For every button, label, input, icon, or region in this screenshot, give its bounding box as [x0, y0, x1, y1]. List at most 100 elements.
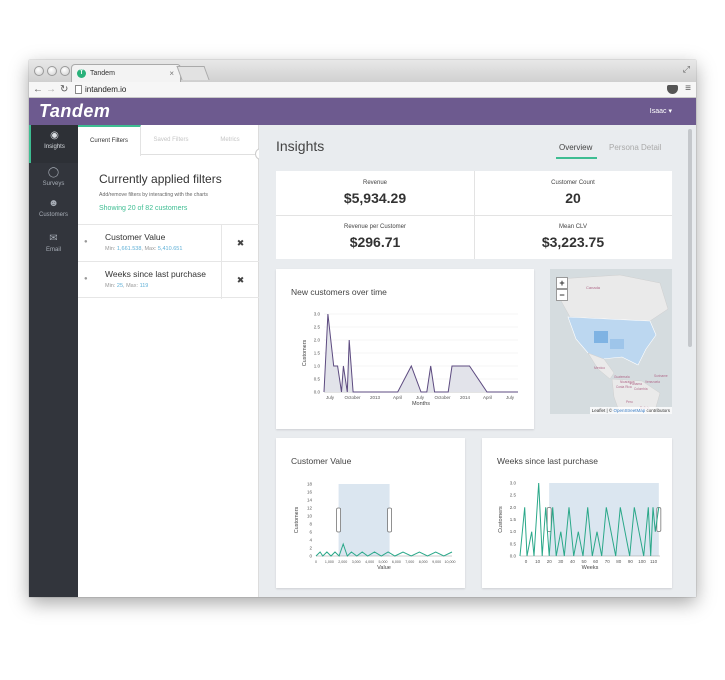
x-tick-label: 5,000 [379, 560, 388, 564]
tab-persona-detail[interactable]: Persona Detail [609, 143, 662, 152]
x-tick-label: 7,000 [405, 560, 414, 564]
y-tick-label: 2.5 [314, 325, 321, 330]
nav-item-label: Insights [44, 144, 65, 150]
pocket-icon[interactable] [667, 85, 678, 94]
kpi-panel: Revenue $5,934.29 Customer Count 20 Reve… [276, 171, 672, 259]
tab-saved-filters[interactable]: Saved Filters [153, 137, 189, 143]
browser-tab[interactable]: T Tandem × [71, 64, 181, 82]
x-tick-label: October [344, 395, 361, 400]
filter-range: Min: 1,661.538, Max: 5,410.651 [105, 246, 182, 252]
customer-map[interactable]: Canada Mexico Venezuela Colombia Peru Bo… [550, 269, 672, 414]
kpi-label: Revenue [362, 180, 388, 186]
kpi-value: $296.71 [349, 234, 401, 250]
y-tick-label: 2.0 [510, 505, 517, 510]
chart-title: New customers over time [291, 287, 387, 297]
browser-tab-title: Tandem [90, 70, 115, 77]
map-attribution: Leaflet | © OpenStreetMap contributors [589, 407, 672, 414]
customer-value-chart[interactable]: 0 2 4 6 8 10 12 14 16 18 0 1,000 2,000 3,000 4,000 5,00… [276, 438, 465, 588]
forward-arrow-icon[interactable]: → [46, 84, 56, 95]
kpi-label: Customer Count [551, 180, 595, 186]
nav-item-customers[interactable]: ☻ Customers [29, 193, 78, 231]
eye-icon[interactable]: ● [84, 239, 88, 245]
filter-range: Min: 25, Max: 119 [105, 283, 148, 289]
y-tick-label: 1.5 [510, 517, 517, 522]
y-tick-label: 6 [309, 530, 312, 535]
tab-overview[interactable]: Overview [559, 143, 593, 152]
customer-count-status: Showing 20 of 82 customers [99, 205, 188, 212]
x-tick-label: 20 [547, 559, 553, 564]
brush-selection [338, 484, 390, 556]
kpi-value: 20 [565, 190, 581, 206]
menu-icon[interactable]: ≡ [685, 83, 691, 94]
y-tick-label: 0.5 [510, 541, 517, 546]
address-bar: ← → ↻ intandem.io ≡ [29, 82, 696, 98]
x-tick-label: 6,000 [392, 560, 401, 564]
active-tab-indicator [556, 157, 597, 159]
map-label: Costa Rica [616, 385, 632, 389]
filter-name: Customer Value [105, 232, 166, 242]
series-line [315, 542, 453, 557]
user-menu[interactable]: Isaac ▾ [649, 108, 672, 115]
close-window-button[interactable] [34, 66, 44, 76]
reload-icon[interactable]: ↻ [60, 84, 69, 95]
nav-item-surveys[interactable]: ◯ Surveys [29, 162, 78, 200]
x-tick-label: 90 [628, 559, 634, 564]
y-tick-label: 4 [309, 538, 312, 543]
series-line [519, 482, 660, 557]
x-tick-label: 30 [558, 559, 564, 564]
close-tab-icon[interactable]: × [169, 69, 174, 78]
x-tick-label: 2,000 [338, 560, 347, 564]
new-customers-chart[interactable]: 0.0 0.5 1.0 1.5 2.0 2.5 3.0 July October 2013 Apri… [276, 269, 534, 429]
browser-tab-strip: T Tandem × ⤢ [29, 60, 696, 82]
kpi-revenue-per-customer: Revenue per Customer $296.71 [276, 215, 474, 259]
y-tick-label: 8 [309, 522, 312, 527]
filters-subtitle: Add/remove filters by interacting with t… [99, 192, 208, 198]
kpi-customer-count: Customer Count 20 [474, 171, 672, 215]
map-zoom-in-button[interactable]: + [556, 277, 568, 289]
x-tick-label: 10,000 [445, 560, 456, 564]
attribution-prefix: Leaflet | © [591, 408, 614, 413]
scrollbar[interactable] [688, 129, 692, 347]
new-tab-button[interactable] [176, 66, 210, 80]
left-navigation: ◉ Insights ◯ Surveys ☻ Customers ✉ Email [29, 125, 78, 597]
brush-handle [387, 507, 392, 533]
x-tick-label: April [483, 395, 492, 400]
filter-min-value: 1,661.538 [116, 246, 142, 252]
nav-item-email[interactable]: ✉ Email [29, 228, 78, 266]
zoom-window-button[interactable] [60, 66, 70, 76]
y-tick-label: 14 [307, 498, 313, 503]
minimize-window-button[interactable] [47, 66, 57, 76]
y-axis-label: Customers [498, 506, 504, 533]
eye-icon[interactable]: ● [84, 276, 88, 282]
series-area [324, 314, 518, 392]
remove-filter-button[interactable]: ✖ [221, 225, 259, 262]
new-customers-chart-card: New customers over time 0.0 0.5 1.0 1.5 2.0 2… [276, 269, 534, 429]
map-graphic: Canada Mexico Venezuela Colombia Peru Bo… [550, 269, 672, 414]
tab-metrics[interactable]: Metrics [220, 137, 240, 143]
map-label: Colombia [634, 387, 648, 391]
remove-filter-button[interactable]: ✖ [221, 262, 259, 299]
filter-tabs: Current Filters Saved Filters Metrics [78, 125, 259, 156]
osm-link[interactable]: OpenStreetMap [613, 408, 646, 413]
map-zoom-out-button[interactable]: − [556, 289, 568, 301]
region-highlight [610, 339, 624, 349]
nav-item-insights[interactable]: ◉ Insights [29, 125, 78, 163]
y-tick-label: 12 [307, 506, 313, 511]
kpi-label: Revenue per Customer [343, 224, 407, 230]
attribution-suffix: contributors [645, 408, 670, 413]
kpi-revenue: Revenue $5,934.29 [276, 171, 474, 215]
kpi-value: $3,223.75 [541, 234, 605, 250]
filter-max-value: 119 [139, 283, 149, 289]
back-arrow-icon[interactable]: ← [33, 84, 43, 95]
nav-item-label: Email [45, 247, 61, 253]
page-title: Insights [276, 138, 325, 154]
land-south-america [611, 378, 661, 414]
url-input[interactable]: intandem.io [85, 85, 127, 94]
fullscreen-icon[interactable]: ⤢ [682, 64, 690, 74]
x-tick-label: 60 [593, 559, 599, 564]
tab-current-filters[interactable]: Current Filters [78, 125, 141, 156]
chart-title: Weeks since last purchase [497, 456, 598, 466]
weeks-since-purchase-chart[interactable]: 0.0 0.5 1.0 1.5 2.0 2.5 3.0 0 10 20 30 40 50 60 70 80 90… [482, 438, 672, 588]
brand-logo[interactable]: Tandem [39, 101, 111, 121]
filter-max-label: , Max: [141, 246, 158, 252]
